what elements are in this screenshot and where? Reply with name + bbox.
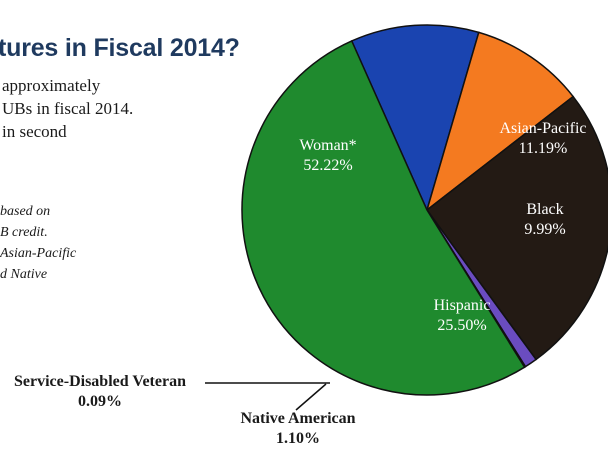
footnote-line: Asian-Pacific xyxy=(0,246,77,261)
slice-value-hispanic: 25.50% xyxy=(437,317,486,334)
pie-slice-asian-pacific xyxy=(350,24,480,213)
slice-label-hispanic: Hispanic xyxy=(434,297,491,314)
slice-value-asian-pacific: 11.19% xyxy=(519,140,568,157)
slice-value-native-american: 1.10% xyxy=(276,430,320,447)
pie-slice-woman xyxy=(241,40,526,396)
slice-label-asian-pacific: Asian-Pacific xyxy=(499,120,586,137)
intro-line: in second xyxy=(2,122,67,141)
footnote-text: based on B credit. Asian-Pacific d Nativ… xyxy=(0,201,76,285)
pie-slice-hispanic xyxy=(425,95,608,361)
slice-value-service-disabled-veteran: 0.09% xyxy=(78,393,122,410)
slice-value-woman: 52.22% xyxy=(303,157,352,174)
footnote-line: based on xyxy=(0,204,51,219)
slice-value-black: 9.99% xyxy=(524,221,565,238)
slice-label-service-disabled-veteran: Service-Disabled Veteran xyxy=(14,373,186,390)
leader-lines xyxy=(205,382,330,411)
intro-text: approximately UBs in fiscal 2014. in sec… xyxy=(2,74,133,143)
chart-title: tures in Fiscal 2014? xyxy=(0,34,240,62)
pie-slice-black xyxy=(425,31,575,213)
slice-label-native-american: Native American xyxy=(240,410,355,427)
slice-label-black: Black xyxy=(526,201,563,218)
intro-line: UBs in fiscal 2014. xyxy=(2,99,134,118)
slice-label-woman: Woman* xyxy=(299,137,356,154)
footnote-line: B credit. xyxy=(0,225,48,240)
slice-labels: Asian-Pacific 11.19% Black 9.99% Hispanic 25.… xyxy=(14,120,587,447)
intro-line: approximately xyxy=(2,76,101,95)
footnote-line: d Native xyxy=(0,267,48,282)
pie-slices xyxy=(241,24,608,396)
leader-line-native-american xyxy=(295,383,327,411)
